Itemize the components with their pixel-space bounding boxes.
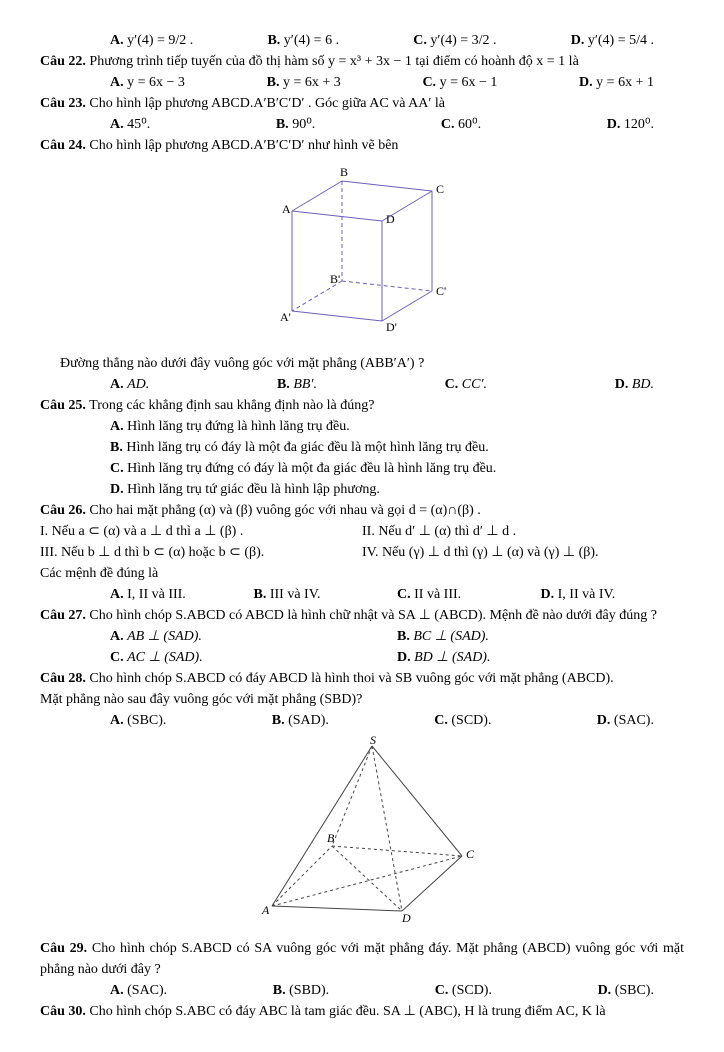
pyramid-figure: S A B C D bbox=[40, 736, 684, 933]
svg-text:C': C' bbox=[436, 284, 446, 298]
q27-answers-row2: C. AC ⊥ (SAD). D. BD ⊥ (SAD). bbox=[40, 647, 684, 668]
q28-answers: A. (SBC). B. (SAD). C. (SCD). D. (SAC). bbox=[40, 710, 684, 731]
q21-answer-d: D. y′(4) = 5/4 . bbox=[571, 30, 654, 51]
q28: Câu 28. Cho hình chóp S.ABCD có đáy ABCD… bbox=[40, 668, 684, 689]
q25: Câu 25. Trong các khẳng định sau khẳng đ… bbox=[40, 395, 684, 416]
q30: Câu 30. Cho hình chóp S.ABC có đáy ABC l… bbox=[40, 1001, 684, 1022]
svg-text:A': A' bbox=[280, 310, 291, 324]
q29-answers: A. (SAC). B. (SBD). C. (SCD). D. (SBC). bbox=[40, 980, 684, 1001]
q24: Câu 24. Cho hình lập phương ABCD.A′B′C′D… bbox=[40, 135, 684, 156]
q28-line2: Mặt phẳng nào sau đây vuông góc với mặt … bbox=[40, 689, 684, 710]
q26-statements-2: III. Nếu b ⊥ d thì b ⊂ (α) hoặc b ⊂ (β).… bbox=[40, 542, 684, 563]
q27: Câu 27. Cho hình chóp S.ABCD có ABCD là … bbox=[40, 605, 684, 626]
svg-text:C: C bbox=[436, 182, 444, 196]
q22: Câu 22. Phương trình tiếp tuyến của đồ t… bbox=[40, 51, 684, 72]
svg-text:S: S bbox=[370, 736, 376, 747]
svg-text:D': D' bbox=[386, 320, 397, 334]
svg-text:A: A bbox=[261, 903, 270, 917]
svg-text:B: B bbox=[340, 165, 348, 179]
cube-figure: A B C D A' B' C' D' bbox=[40, 161, 684, 348]
q26-line2: Các mệnh đề đúng là bbox=[40, 563, 684, 584]
q26: Câu 26. Cho hai mặt phẳng (α) và (β) vuô… bbox=[40, 500, 684, 521]
q22-answers: A. y = 6x − 3 B. y = 6x + 3 C. y = 6x − … bbox=[40, 72, 684, 93]
q24-answers: A. AD. B. BB′. C. CC′. D. BD. bbox=[40, 374, 684, 395]
svg-text:B: B bbox=[327, 831, 335, 845]
svg-text:D: D bbox=[401, 911, 411, 925]
q26-statements-1: I. Nếu a ⊂ (α) và a ⊥ d thì a ⊥ (β) . II… bbox=[40, 521, 684, 542]
q23: Câu 23. Cho hình lập phương ABCD.A′B′C′D… bbox=[40, 93, 684, 114]
svg-text:D: D bbox=[386, 212, 395, 226]
q21-answer-a: A. y′(4) = 9/2 . bbox=[110, 30, 193, 51]
q21-answer-c: C. y′(4) = 3/2 . bbox=[413, 30, 496, 51]
q23-answers: A. 45⁰. B. 90⁰. C. 60⁰. D. 120⁰. bbox=[40, 114, 684, 135]
q29: Câu 29. Cho hình chóp S.ABCD có SA vuông… bbox=[40, 938, 684, 980]
svg-text:A: A bbox=[282, 202, 291, 216]
q26-answers: A. I, II và III. B. III và IV. C. II và … bbox=[40, 584, 684, 605]
q24-line2: Đường thẳng nào dưới đây vuông góc với m… bbox=[40, 353, 684, 374]
q27-answers-row1: A. AB ⊥ (SAD). B. BC ⊥ (SAD). bbox=[40, 626, 684, 647]
svg-text:B': B' bbox=[330, 272, 340, 286]
svg-text:C: C bbox=[466, 847, 475, 861]
q25-options: A. Hình lăng trụ đứng là hình lăng trụ đ… bbox=[40, 416, 684, 500]
q21-answers: A. y′(4) = 9/2 . B. y′(4) = 6 . C. y′(4)… bbox=[40, 30, 684, 51]
q21-answer-b: B. y′(4) = 6 . bbox=[267, 30, 339, 51]
